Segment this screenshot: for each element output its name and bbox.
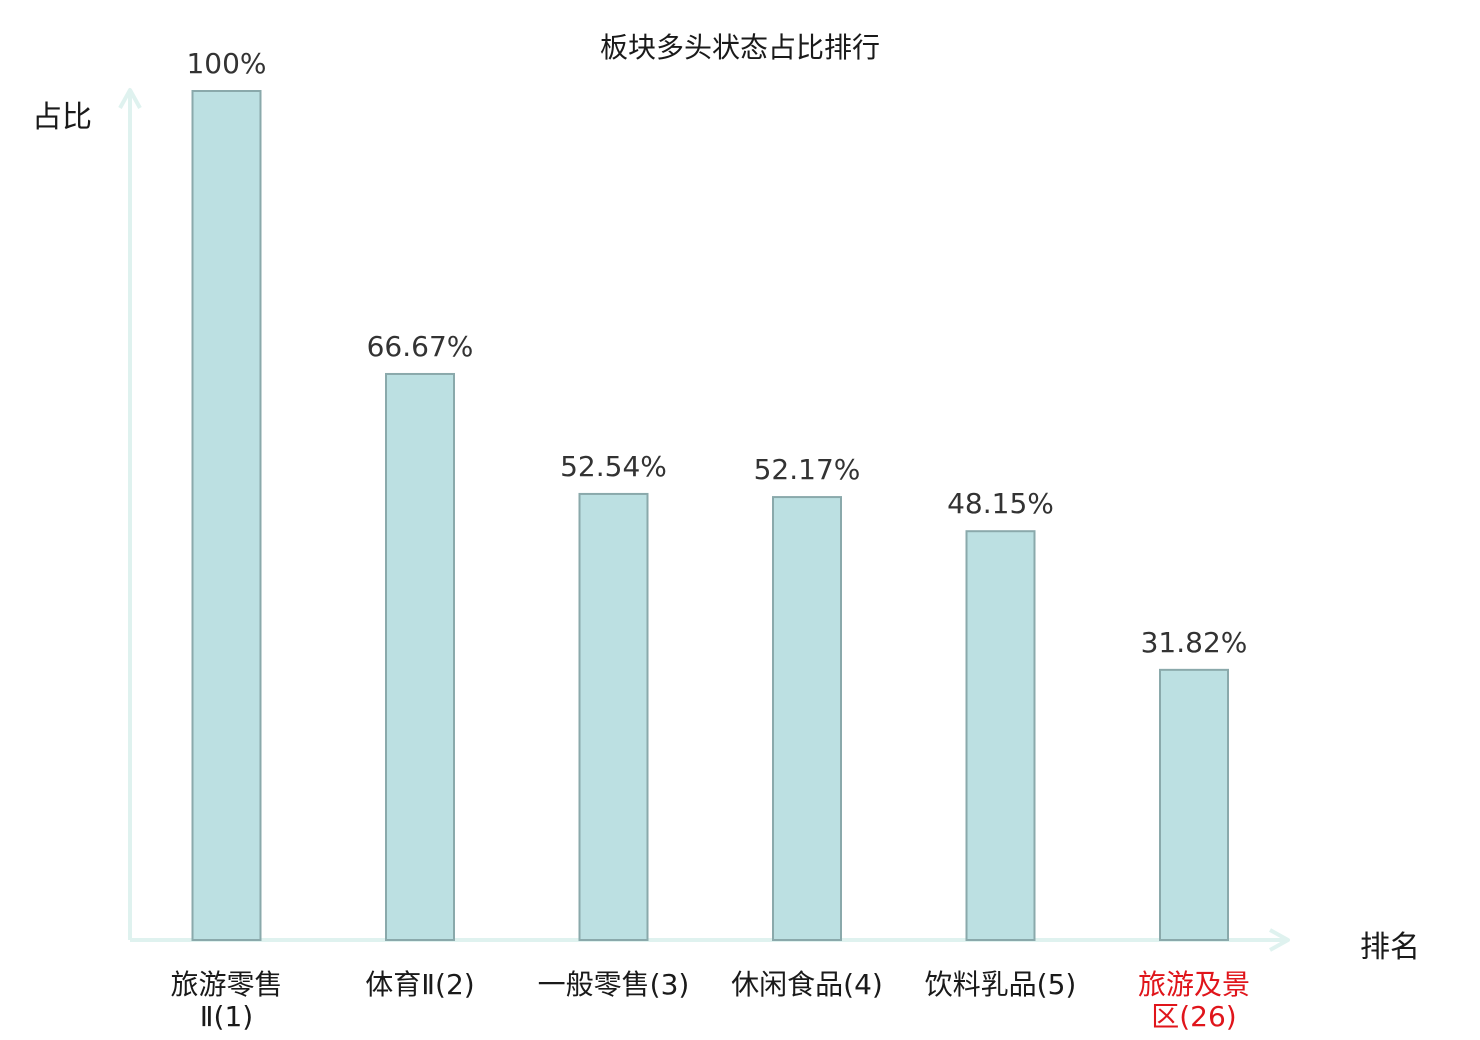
- data-label: 31.82%: [1141, 626, 1248, 659]
- y-axis-label: 占比: [32, 100, 92, 135]
- data-label: 100%: [186, 47, 266, 80]
- y-axis-arrow: [118, 88, 142, 109]
- x-tick-label: 体育Ⅱ(2): [365, 968, 474, 1001]
- x-tick-label: 饮料乳品(5): [925, 968, 1077, 1001]
- x-tick-label: 旅游及景: [1138, 968, 1250, 1001]
- bar: [1159, 668, 1229, 941]
- x-tick-label: Ⅱ(1): [200, 1000, 253, 1033]
- axes-layer: [118, 88, 1290, 952]
- chart-title: 板块多头状态占比排行: [599, 31, 880, 64]
- x-axis-arrow: [1269, 928, 1290, 952]
- data-label: 52.54%: [560, 450, 667, 483]
- bar: [965, 530, 1036, 941]
- data-label: 52.17%: [754, 453, 861, 486]
- x-axis-label: 排名: [1360, 930, 1420, 965]
- x-tick-label: 旅游零售: [170, 968, 282, 1001]
- x-tick-label: 休闲食品(4): [731, 968, 883, 1001]
- bar: [385, 372, 455, 942]
- bars-layer: [191, 90, 1229, 942]
- x-tick-label: 区(26): [1151, 1000, 1236, 1033]
- data-label: 66.67%: [367, 330, 474, 363]
- bar: [578, 492, 649, 941]
- bar: [772, 496, 842, 941]
- x-tick-label: 一般零售(3): [538, 968, 690, 1001]
- bar: [191, 90, 262, 941]
- data-label: 48.15%: [947, 487, 1054, 520]
